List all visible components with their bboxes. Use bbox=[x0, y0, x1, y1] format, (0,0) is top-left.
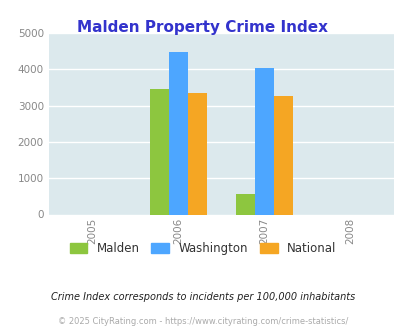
Text: Malden Property Crime Index: Malden Property Crime Index bbox=[77, 20, 328, 35]
Bar bbox=[187, 92, 206, 214]
Text: © 2025 CityRating.com - https://www.cityrating.com/crime-statistics/: © 2025 CityRating.com - https://www.city… bbox=[58, 317, 347, 326]
Bar bbox=[149, 89, 168, 214]
Bar bbox=[254, 68, 273, 215]
Bar bbox=[168, 52, 187, 214]
Text: Crime Index corresponds to incidents per 100,000 inhabitants: Crime Index corresponds to incidents per… bbox=[51, 292, 354, 302]
Bar bbox=[273, 96, 292, 214]
Legend: Malden, Washington, National: Malden, Washington, National bbox=[65, 237, 340, 260]
Bar bbox=[235, 194, 254, 214]
